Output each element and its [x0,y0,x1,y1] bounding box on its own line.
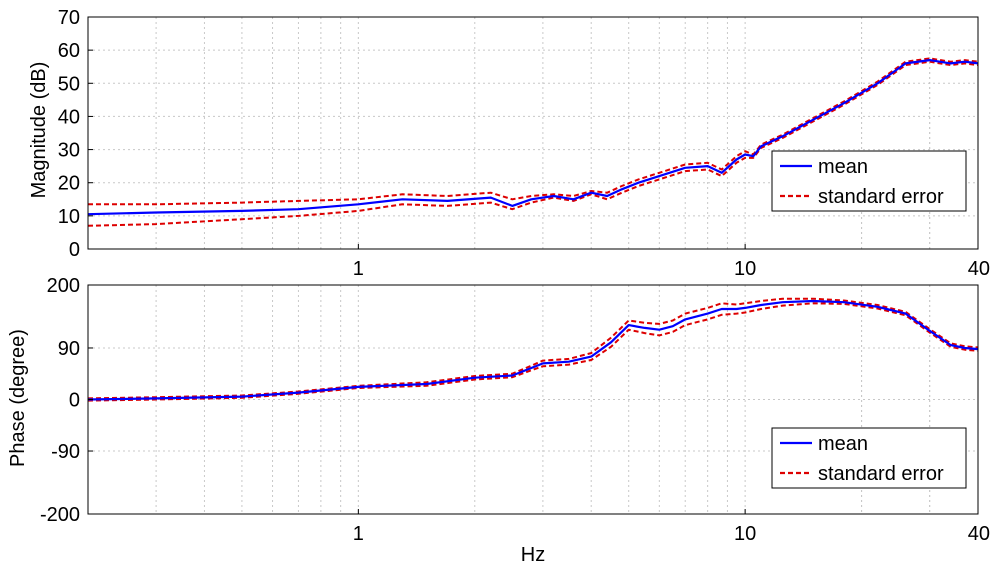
phase-ticks: -200 -90 0 90 200 1 10 40 [40,275,990,545]
magnitude-plot: 0 10 20 30 40 50 60 70 1 10 40 Magnitude (dB) mean… [28,7,990,280]
phase-traces [87,297,979,402]
magnitude-ytick-label: 10 [58,206,80,228]
magnitude-ytick-label: 50 [58,73,80,95]
phase-mean-line [87,299,979,401]
phase-xtick-label: 40 [968,523,990,545]
magnitude-legend-box [771,150,967,212]
phase-ytick-label: 200 [47,275,80,297]
magnitude-standard-error-line [87,60,979,227]
magnitude-legend: mean standard error [771,150,967,212]
phase-legend: mean standard error [771,427,967,489]
magnitude-ytick-label: 20 [58,173,80,195]
phase-standard-error-line [87,302,979,402]
phase-ytick-label: -200 [40,504,80,526]
phase-standard-error-line [87,297,979,400]
magnitude-xtick-label: 10 [734,258,756,280]
magnitude-traces [87,57,979,227]
magnitude-ytick-label: 60 [58,40,80,62]
phase-xtick-label: 10 [734,523,756,545]
phase-xtick-label: 1 [353,523,364,545]
magnitude-ytick-label: 30 [58,140,80,162]
phase-plot: -200 -90 0 90 200 1 10 40 Phase (degree) mean s… [7,275,990,545]
magnitude-axes-frame [87,16,979,250]
x-axis-label: Hz [521,544,545,566]
magnitude-legend-mean-label: mean [818,156,868,178]
phase-ylabel: Phase (degree) [7,329,29,467]
magnitude-xtick-label: 40 [968,258,990,280]
magnitude-ytick-label: 40 [58,106,80,128]
magnitude-ytick-label: 0 [69,239,80,261]
magnitude-mean-line [87,58,979,216]
phase-legend-mean-label: mean [818,433,868,455]
magnitude-standard-error-line [88,57,979,206]
magnitude-legend-error-label: standard error [818,186,944,208]
magnitude-ytick-label: 70 [58,7,80,29]
phase-legend-error-label: standard error [818,463,944,485]
magnitude-ylabel: Magnitude (dB) [28,62,50,199]
magnitude-ticks: 0 10 20 30 40 50 60 70 1 10 40 [58,7,990,280]
phase-ytick-label: 0 [69,390,80,412]
phase-ytick-label: -90 [51,441,80,463]
phase-legend-box [771,427,967,489]
magnitude-xtick-label: 1 [353,258,364,280]
phase-ytick-label: 90 [58,338,80,360]
